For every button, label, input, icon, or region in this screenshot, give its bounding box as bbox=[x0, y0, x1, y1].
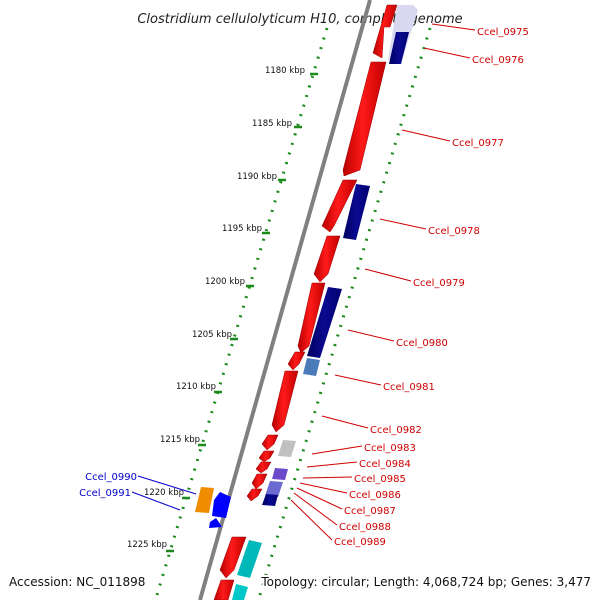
forward-cds-features bbox=[213, 4, 398, 600]
gene-label: Ccel_0976 bbox=[472, 55, 524, 66]
gene-label: Ccel_0978 bbox=[428, 226, 480, 237]
gene-feature bbox=[389, 32, 409, 64]
map-title: Clostridium cellulolyticum H10, complete… bbox=[137, 12, 462, 27]
kbp-tick-marks bbox=[166, 72, 318, 553]
gene-feature bbox=[265, 481, 283, 497]
gene-feature bbox=[307, 287, 342, 358]
leader-line bbox=[347, 329, 395, 342]
gene-feature bbox=[219, 536, 247, 579]
leader-line bbox=[423, 47, 471, 59]
gene-feature bbox=[343, 184, 370, 240]
gene-label: Ccel_0982 bbox=[370, 425, 422, 436]
leader-line bbox=[311, 445, 363, 455]
gene-label: Ccel_0981 bbox=[383, 382, 435, 393]
gene-feature bbox=[237, 540, 262, 578]
kbp-label: 1215 kbp bbox=[160, 435, 200, 445]
gene-label: Ccel_0977 bbox=[452, 138, 504, 149]
gene-label: Ccel_0991 bbox=[79, 488, 131, 499]
left-leader-lines bbox=[131, 475, 197, 511]
gene-feature bbox=[303, 358, 320, 376]
gene-label: Ccel_0983 bbox=[364, 443, 416, 454]
gene-feature bbox=[262, 494, 278, 506]
leader-line bbox=[306, 461, 358, 468]
gene-label: Ccel_0980 bbox=[396, 338, 448, 349]
leader-line bbox=[290, 499, 333, 541]
gene-feature bbox=[232, 584, 248, 600]
gene-label: Ccel_0984 bbox=[359, 459, 411, 470]
accession-text: Accession: NC_011898 bbox=[9, 575, 145, 589]
kbp-label: 1200 kbp bbox=[205, 277, 245, 287]
leader-line bbox=[137, 475, 197, 495]
kbp-label: 1220 kbp bbox=[144, 488, 184, 498]
gene-feature bbox=[213, 579, 235, 600]
gene-feature bbox=[261, 434, 279, 451]
gene-feature bbox=[246, 488, 263, 502]
gene-feature bbox=[212, 492, 231, 518]
leader-line bbox=[334, 374, 382, 386]
right-leader-lines bbox=[290, 23, 476, 541]
gene-label: Ccel_0986 bbox=[349, 490, 401, 501]
gene-feature bbox=[195, 487, 214, 513]
kbp-label: 1210 kbp bbox=[176, 382, 216, 392]
gene-label: Ccel_0987 bbox=[344, 506, 396, 517]
leader-line bbox=[321, 415, 369, 429]
leader-line bbox=[299, 482, 348, 494]
gene-feature bbox=[271, 370, 299, 433]
gene-label: Ccel_0975 bbox=[477, 27, 529, 38]
gene-feature bbox=[251, 473, 268, 490]
gene-label: Ccel_0985 bbox=[354, 474, 406, 485]
gene-label: Ccel_0989 bbox=[334, 537, 386, 548]
gene-feature bbox=[297, 282, 326, 354]
kbp-label: 1190 kbp bbox=[237, 172, 277, 182]
gene-feature bbox=[272, 468, 288, 480]
gene-label: Ccel_0988 bbox=[339, 522, 391, 533]
kbp-label: 1195 kbp bbox=[222, 224, 262, 234]
leader-line bbox=[431, 23, 476, 31]
gene-feature bbox=[313, 235, 341, 283]
leader-line bbox=[364, 268, 412, 282]
other-cds-features bbox=[195, 5, 418, 600]
kbp-label: 1205 kbp bbox=[192, 330, 232, 340]
gene-label: Ccel_0990 bbox=[85, 472, 137, 483]
gene-feature bbox=[321, 179, 358, 233]
leader-line bbox=[131, 491, 181, 511]
left-gene-labels: Ccel_0990 Ccel_0991 bbox=[79, 472, 137, 499]
gene-feature bbox=[209, 518, 222, 528]
leader-line bbox=[302, 476, 353, 479]
kbp-label: 1180 kbp bbox=[265, 66, 305, 76]
gene-feature bbox=[342, 61, 387, 177]
leader-line bbox=[296, 487, 343, 510]
gene-feature bbox=[255, 461, 272, 474]
leader-line bbox=[379, 218, 427, 230]
topology-text: Topology: circular; Length: 4,068,724 bp… bbox=[260, 575, 591, 589]
gene-feature bbox=[287, 351, 306, 371]
gene-label: Ccel_0979 bbox=[413, 278, 465, 289]
leader-line bbox=[293, 492, 338, 526]
leader-line bbox=[401, 129, 451, 142]
kbp-label: 1225 kbp bbox=[127, 540, 167, 550]
right-gene-labels: Ccel_0975 Ccel_0976 Ccel_0977 Ccel_0978 … bbox=[334, 27, 529, 548]
gene-feature bbox=[278, 440, 296, 457]
gene-feature bbox=[258, 450, 275, 463]
kbp-label: 1185 kbp bbox=[252, 119, 292, 129]
kbp-tick-labels: 1180 kbp 1185 kbp 1190 kbp 1195 kbp 1200… bbox=[127, 66, 305, 550]
